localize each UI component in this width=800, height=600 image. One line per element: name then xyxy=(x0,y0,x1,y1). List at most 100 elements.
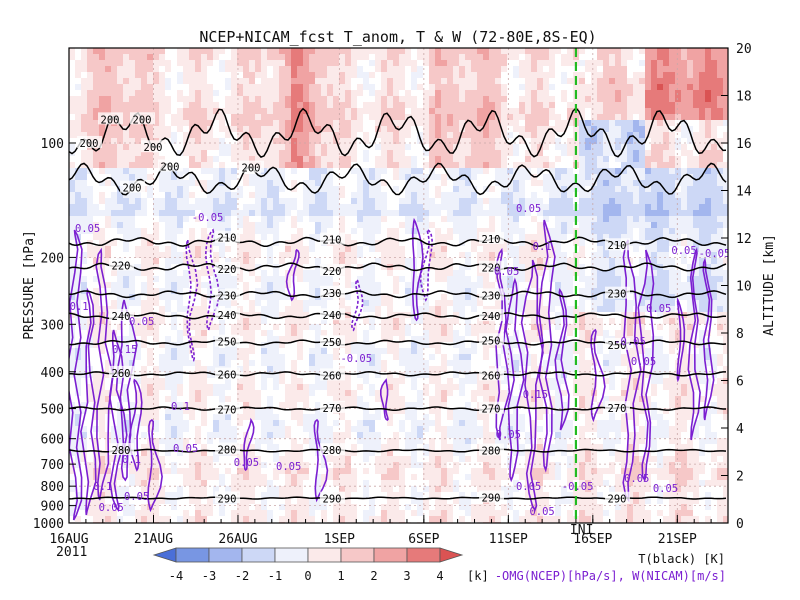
anomaly-cell xyxy=(501,60,507,66)
anomaly-cell xyxy=(285,306,291,312)
anomaly-cell xyxy=(459,120,465,126)
anomaly-cell xyxy=(489,432,495,438)
anomaly-cell xyxy=(513,516,519,522)
anomaly-cell xyxy=(489,480,495,486)
anomaly-cell xyxy=(423,90,429,96)
anomaly-cell xyxy=(111,510,117,516)
anomaly-cell xyxy=(381,156,387,162)
anomaly-cell xyxy=(147,324,153,330)
anomaly-cell xyxy=(147,468,153,474)
anomaly-cell xyxy=(165,336,171,342)
anomaly-cell xyxy=(267,78,273,84)
anomaly-cell xyxy=(375,132,381,138)
anomaly-cell xyxy=(465,360,471,366)
anomaly-cell xyxy=(507,360,513,366)
anomaly-cell xyxy=(573,84,579,90)
anomaly-cell xyxy=(357,54,363,60)
anomaly-cell xyxy=(381,66,387,72)
anomaly-cell xyxy=(129,468,135,474)
anomaly-cell xyxy=(333,54,339,60)
anomaly-cell xyxy=(315,96,321,102)
anomaly-cell xyxy=(489,204,495,210)
anomaly-cell xyxy=(441,276,447,282)
anomaly-cell xyxy=(417,204,423,210)
anomaly-cell xyxy=(273,102,279,108)
anomaly-cell xyxy=(519,402,525,408)
anomaly-cell xyxy=(81,360,87,366)
anomaly-cell xyxy=(519,300,525,306)
anomaly-cell xyxy=(231,282,237,288)
anomaly-cell xyxy=(141,390,147,396)
anomaly-cell xyxy=(321,192,327,198)
anomaly-cell xyxy=(309,90,315,96)
anomaly-cell xyxy=(435,102,441,108)
anomaly-cell xyxy=(321,138,327,144)
anomaly-cell xyxy=(135,72,141,78)
anomaly-cell xyxy=(249,120,255,126)
anomaly-cell xyxy=(489,210,495,216)
anomaly-cell xyxy=(405,102,411,108)
anomaly-cell xyxy=(207,234,213,240)
anomaly-cell xyxy=(459,336,465,342)
anomaly-cell xyxy=(189,408,195,414)
anomaly-cell xyxy=(177,384,183,390)
anomaly-cell xyxy=(423,300,429,306)
anomaly-cell xyxy=(393,186,399,192)
anomaly-cell xyxy=(171,222,177,228)
anomaly-cell xyxy=(465,228,471,234)
anomaly-cell xyxy=(423,306,429,312)
anomaly-cell xyxy=(423,312,429,318)
anomaly-cell xyxy=(195,240,201,246)
anomaly-cell xyxy=(531,162,537,168)
anomaly-cell xyxy=(159,54,165,60)
anomaly-cell xyxy=(453,192,459,198)
anomaly-cell xyxy=(429,474,435,480)
anomaly-cell xyxy=(315,258,321,264)
anomaly-cell xyxy=(387,120,393,126)
anomaly-cell xyxy=(153,462,159,468)
anomaly-cell xyxy=(129,144,135,150)
anomaly-cell xyxy=(561,216,567,222)
anomaly-cell xyxy=(189,144,195,150)
anomaly-cell xyxy=(291,492,297,498)
anomaly-cell xyxy=(471,492,477,498)
anomaly-cell xyxy=(459,132,465,138)
anomaly-cell xyxy=(537,168,543,174)
anomaly-cell xyxy=(441,384,447,390)
anomaly-cell xyxy=(483,228,489,234)
anomaly-cell xyxy=(375,294,381,300)
anomaly-cell xyxy=(489,216,495,222)
anomaly-cell xyxy=(405,60,411,66)
anomaly-cell xyxy=(189,276,195,282)
anomaly-cell xyxy=(483,60,489,66)
anomaly-cell xyxy=(429,156,435,162)
anomaly-cell xyxy=(483,252,489,258)
anomaly-cell xyxy=(327,108,333,114)
anomaly-cell xyxy=(129,54,135,60)
anomaly-cell xyxy=(309,150,315,156)
anomaly-cell xyxy=(339,48,345,54)
anomaly-cell xyxy=(339,138,345,144)
anomaly-cell xyxy=(507,498,513,504)
anomaly-cell xyxy=(351,444,357,450)
anomaly-cell xyxy=(303,300,309,306)
anomaly-cell xyxy=(507,132,513,138)
anomaly-cell xyxy=(189,486,195,492)
anomaly-cell xyxy=(339,432,345,438)
anomaly-cell xyxy=(291,138,297,144)
anomaly-cell xyxy=(555,426,561,432)
anomaly-cell xyxy=(291,462,297,468)
anomaly-cell xyxy=(465,132,471,138)
anomaly-cell xyxy=(177,444,183,450)
anomaly-cell xyxy=(99,48,105,54)
anomaly-cell xyxy=(345,210,351,216)
anomaly-cell xyxy=(537,504,543,510)
anomaly-cell xyxy=(249,126,255,132)
anomaly-cell xyxy=(225,204,231,210)
anomaly-cell xyxy=(177,408,183,414)
anomaly-cell xyxy=(117,102,123,108)
anomaly-cell xyxy=(327,438,333,444)
anomaly-cell xyxy=(447,132,453,138)
anomaly-cell xyxy=(519,228,525,234)
anomaly-cell xyxy=(177,432,183,438)
